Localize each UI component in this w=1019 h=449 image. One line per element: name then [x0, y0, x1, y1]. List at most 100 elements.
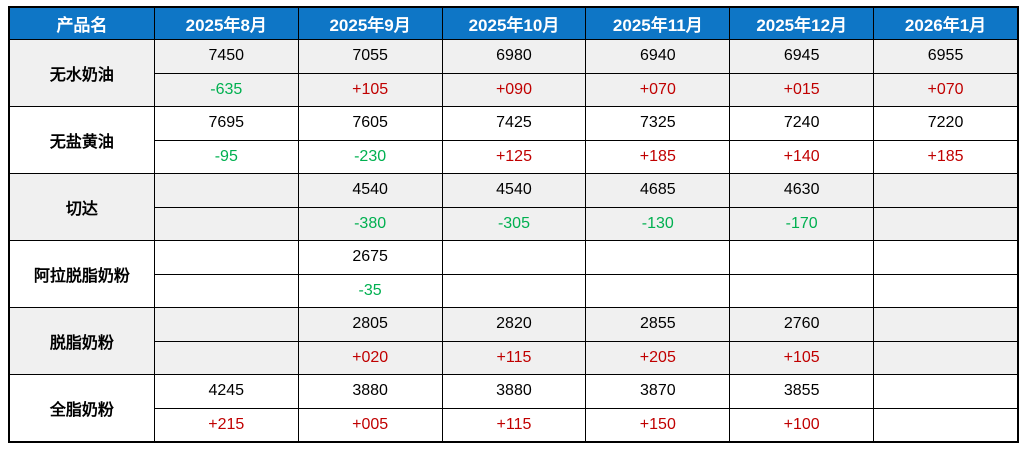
- change-cell: [873, 407, 1019, 443]
- change-row: -635 +105 +090 +070 +015 +070: [9, 72, 1019, 107]
- price-cell: [585, 240, 731, 275]
- price-cell: 3870: [585, 374, 731, 409]
- change-row: -95 -230 +125 +185 +140 +185: [9, 139, 1019, 174]
- change-row: -380 -305 -130 -170: [9, 206, 1019, 241]
- change-cell: -635: [153, 72, 299, 107]
- change-cell: [153, 340, 299, 375]
- change-cell: +070: [585, 72, 731, 107]
- change-cell: +205: [585, 340, 731, 375]
- price-cell: 7450: [153, 39, 299, 74]
- change-cell: -305: [441, 206, 587, 241]
- price-cell: 6945: [729, 39, 875, 74]
- price-row: 无盐黄油 7695 7605 7425 7325 7240 7220: [8, 106, 1019, 174]
- price-cell: 7325: [585, 106, 731, 141]
- change-cell: +115: [441, 340, 587, 375]
- product-name: 无盐黄油: [8, 106, 155, 174]
- change-cell: +215: [153, 407, 299, 443]
- price-cell: [153, 173, 299, 208]
- price-cell: 2675: [297, 240, 443, 275]
- product-name: 阿拉脱脂奶粉: [8, 240, 155, 308]
- change-cell: +185: [873, 139, 1019, 174]
- change-cell: -95: [153, 139, 299, 174]
- price-cell: [153, 307, 299, 342]
- change-cell: +150: [585, 407, 731, 443]
- change-cell: [153, 273, 299, 308]
- price-cell: [441, 240, 587, 275]
- price-cell: 4245: [153, 374, 299, 409]
- price-cell: 6980: [441, 39, 587, 74]
- change-cell: [873, 206, 1019, 241]
- col-header-month: 2025年12月: [729, 6, 875, 40]
- col-header-month: 2025年10月: [441, 6, 587, 40]
- change-cell: [729, 273, 875, 308]
- product-name: 切达: [8, 173, 155, 241]
- price-cell: 4685: [585, 173, 731, 208]
- change-cell: [873, 273, 1019, 308]
- price-cell: 7055: [297, 39, 443, 74]
- change-cell: +125: [441, 139, 587, 174]
- change-cell: [873, 340, 1019, 375]
- price-row: 无水奶油 7450 7055 6980 6940 6945 6955: [8, 39, 1019, 107]
- col-header-month: 2025年9月: [297, 6, 443, 40]
- change-cell: +105: [297, 72, 443, 107]
- change-cell: +140: [729, 139, 875, 174]
- price-cell: 7695: [153, 106, 299, 141]
- price-cell: [873, 240, 1019, 275]
- price-cell: 7240: [729, 106, 875, 141]
- change-cell: +115: [441, 407, 587, 443]
- price-cell: 7220: [873, 106, 1019, 141]
- change-cell: -230: [297, 139, 443, 174]
- change-row: -35: [9, 273, 1019, 308]
- change-cell: +105: [729, 340, 875, 375]
- price-cell: [873, 173, 1019, 208]
- change-cell: +185: [585, 139, 731, 174]
- product-name: 无水奶油: [8, 39, 155, 107]
- change-cell: +090: [441, 72, 587, 107]
- price-cell: 3855: [729, 374, 875, 409]
- product-name: 全脂奶粉: [8, 374, 155, 443]
- price-cell: 4540: [441, 173, 587, 208]
- col-header-month: 2025年11月: [585, 6, 731, 40]
- price-row: 脱脂奶粉 2805 2820 2855 2760: [8, 307, 1019, 375]
- col-header-month: 2025年8月: [153, 6, 299, 40]
- col-header-product: 产品名: [8, 6, 155, 40]
- price-cell: 2805: [297, 307, 443, 342]
- change-cell: [153, 206, 299, 241]
- price-cell: 4540: [297, 173, 443, 208]
- price-cell: [873, 374, 1019, 409]
- change-cell: [441, 273, 587, 308]
- price-cell: [153, 240, 299, 275]
- price-cell: 2855: [585, 307, 731, 342]
- col-header-month: 2026年1月: [873, 6, 1019, 40]
- product-name: 脱脂奶粉: [8, 307, 155, 375]
- change-cell: -170: [729, 206, 875, 241]
- price-row: 切达 4540 4540 4685 4630: [8, 173, 1019, 241]
- price-cell: 3880: [441, 374, 587, 409]
- price-cell: [729, 240, 875, 275]
- change-row: +020 +115 +205 +105: [9, 340, 1019, 375]
- price-cell: 4630: [729, 173, 875, 208]
- change-cell: +015: [729, 72, 875, 107]
- price-cell: 7425: [441, 106, 587, 141]
- header-row: 产品名 2025年8月 2025年9月 2025年10月 2025年11月 2025年12…: [8, 6, 1019, 40]
- price-cell: 3880: [297, 374, 443, 409]
- price-cell: 6955: [873, 39, 1019, 74]
- price-cell: [873, 307, 1019, 342]
- change-cell: -130: [585, 206, 731, 241]
- price-cell: 7605: [297, 106, 443, 141]
- price-row: 阿拉脱脂奶粉 2675: [8, 240, 1019, 308]
- change-cell: -35: [297, 273, 443, 308]
- change-cell: +100: [729, 407, 875, 443]
- price-table: 产品名 2025年8月 2025年9月 2025年10月 2025年11月 2025年12…: [8, 6, 1019, 443]
- change-cell: -380: [297, 206, 443, 241]
- change-cell: +070: [873, 72, 1019, 107]
- change-row: +215 +005 +115 +150 +100: [9, 407, 1019, 443]
- change-cell: +005: [297, 407, 443, 443]
- price-cell: 2820: [441, 307, 587, 342]
- change-cell: [585, 273, 731, 308]
- table-body: 无水奶油 7450 7055 6980 6940 6945 6955 -635 +105 +090…: [8, 39, 1019, 443]
- price-row: 全脂奶粉 4245 3880 3880 3870 3855: [8, 374, 1019, 443]
- price-cell: 6940: [585, 39, 731, 74]
- change-cell: +020: [297, 340, 443, 375]
